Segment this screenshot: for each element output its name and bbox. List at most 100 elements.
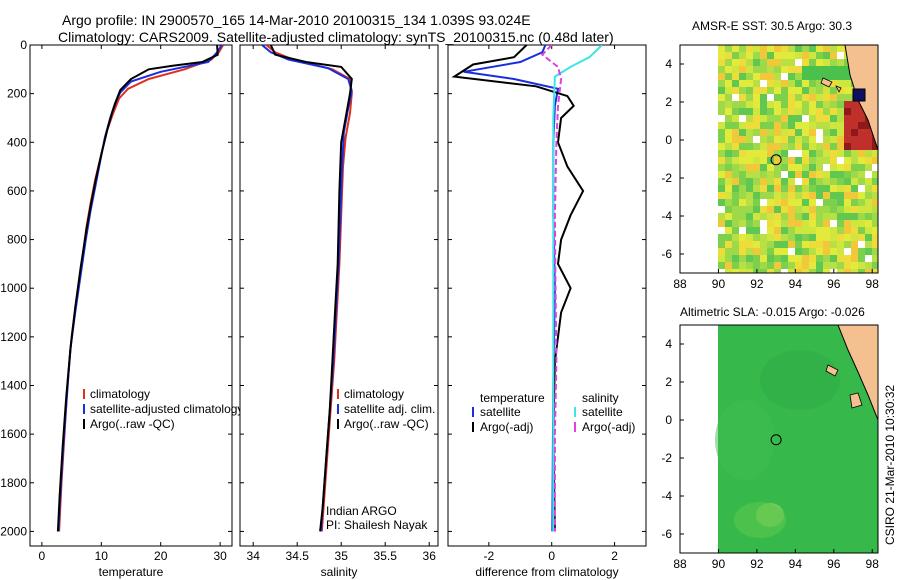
series-line-difference-sal_sat	[552, 45, 603, 532]
sst-cell	[823, 234, 831, 242]
sst-cell	[774, 171, 782, 179]
sst-cell	[830, 136, 838, 144]
sst-cell	[746, 164, 754, 172]
sst-cell	[788, 255, 796, 263]
sst-cell	[774, 94, 782, 102]
sst-cell	[802, 157, 810, 165]
sst-cell	[837, 66, 845, 74]
sst-cell	[718, 136, 726, 144]
sst-cell	[844, 192, 852, 200]
sst-cell	[718, 115, 726, 123]
sst-cell	[725, 59, 733, 67]
sst-cell	[858, 234, 866, 242]
xtick-label-salinity: 35	[335, 549, 349, 563]
sst-cell	[858, 206, 866, 214]
sst-cell	[865, 185, 873, 193]
sst-cell	[816, 45, 824, 53]
sla-island-2	[849, 392, 863, 409]
map-ytick-label: 4	[665, 57, 672, 71]
sst-cell	[865, 206, 873, 214]
sst-cell	[788, 108, 796, 116]
sst-cell	[732, 94, 740, 102]
panel-frame-difference	[447, 44, 647, 547]
sst-cell	[767, 52, 775, 60]
sst-cell	[872, 255, 878, 263]
sst-cell	[816, 199, 824, 207]
sst-cell	[732, 199, 740, 207]
sst-cell	[732, 87, 740, 95]
sst-cell	[837, 59, 845, 67]
sst-cell	[781, 94, 789, 102]
sst-cell	[746, 150, 754, 158]
sst-cell	[795, 73, 803, 81]
sst-cell	[809, 143, 817, 151]
sst-cell	[837, 45, 845, 53]
sst-cell	[802, 255, 810, 263]
xtick-label-temperature: 20	[154, 549, 168, 563]
ytick-label: 0	[20, 38, 27, 52]
series-group-salinity	[261, 45, 353, 532]
sst-cell	[732, 52, 740, 60]
sst-cell	[865, 262, 873, 270]
sst-cell	[809, 122, 817, 130]
map-ytick-label: -6	[661, 527, 672, 541]
series-line-difference-sal_argo	[540, 45, 563, 532]
ytick-label: 1400	[0, 378, 27, 392]
sst-cell	[837, 108, 845, 116]
sst-cell	[739, 66, 747, 74]
sst-cell	[760, 66, 768, 74]
sst-cell	[844, 213, 852, 221]
sst-cell	[816, 206, 824, 214]
sst-cell	[781, 80, 789, 88]
sst-cell	[788, 73, 796, 81]
map-ytick-label: 0	[665, 133, 672, 147]
sst-cell	[781, 129, 789, 137]
sst-cell	[837, 248, 845, 256]
sst-cell	[795, 87, 803, 95]
sst-cell	[872, 220, 878, 228]
sst-cell	[725, 157, 733, 165]
map-xtick-label: 88	[673, 557, 687, 571]
sst-cell	[767, 255, 775, 263]
sst-cell	[753, 227, 761, 235]
sst-cell	[788, 234, 796, 242]
sst-cell	[760, 234, 768, 242]
sst-cell	[844, 101, 852, 109]
sst-cell	[774, 143, 782, 151]
sst-cell	[809, 73, 817, 81]
sst-cell	[851, 255, 859, 263]
sst-cell	[809, 213, 817, 221]
map-xtick-label: 96	[827, 557, 841, 571]
sst-cell	[760, 220, 768, 228]
sst-cell	[802, 45, 810, 53]
sst-cell	[725, 87, 733, 95]
sst-cell	[732, 255, 740, 263]
sst-cell	[823, 101, 831, 109]
sst-cell	[753, 87, 761, 95]
sst-cell	[774, 164, 782, 172]
sst-cell	[788, 206, 796, 214]
sst-cell	[732, 192, 740, 200]
annotation-text: PI: Shailesh Nayak	[326, 518, 428, 532]
sst-cell	[725, 220, 733, 228]
sst-cell	[739, 143, 747, 151]
sst-cell	[816, 52, 824, 60]
sst-cell	[851, 136, 859, 144]
sst-cell	[725, 122, 733, 130]
sst-cell	[795, 178, 803, 186]
sst-cell	[718, 227, 726, 235]
sst-cell	[753, 262, 761, 270]
sst-cell	[844, 178, 852, 186]
sst-cell	[858, 115, 866, 123]
sst-cell	[746, 227, 754, 235]
sst-argo-marker-square	[852, 88, 866, 102]
sst-cell	[753, 199, 761, 207]
sst-cell	[725, 171, 733, 179]
sst-cell	[851, 220, 859, 228]
sst-cell	[739, 108, 747, 116]
map-xtick-label: 98	[866, 557, 880, 571]
sst-cell	[830, 80, 838, 88]
sst-cell	[844, 94, 852, 102]
sst-cell	[816, 248, 824, 256]
sst-cell	[837, 122, 845, 130]
